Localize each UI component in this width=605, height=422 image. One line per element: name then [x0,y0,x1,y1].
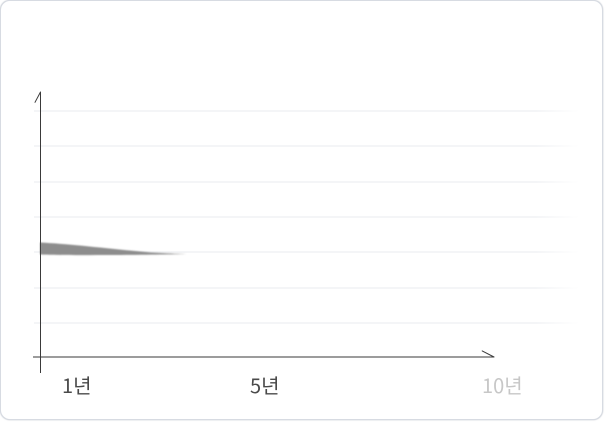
svg-text:5년: 5년 [250,370,280,399]
svg-text:1년: 1년 [62,370,92,399]
svg-text:10년: 10년 [482,370,523,399]
